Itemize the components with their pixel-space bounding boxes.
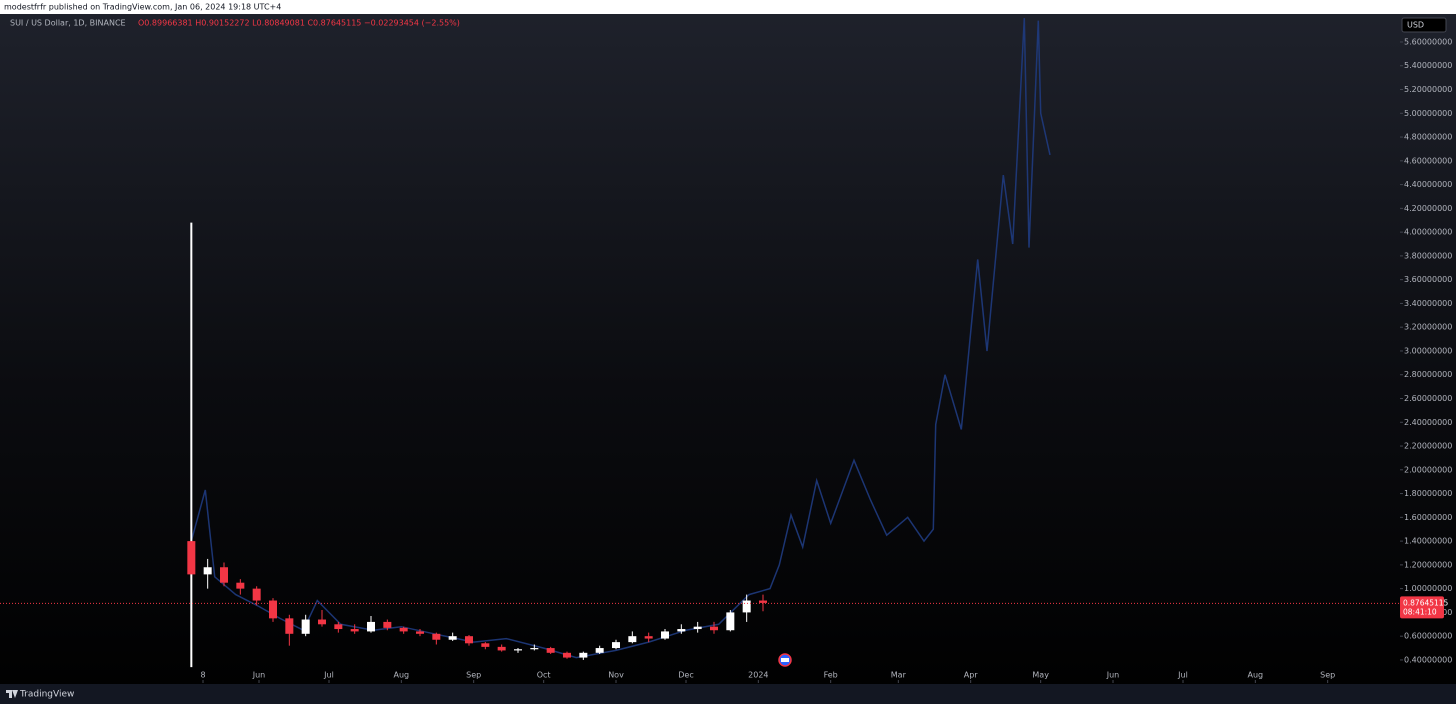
- candle-body: [367, 621, 375, 632]
- candle-body: [318, 619, 326, 625]
- currency: USD: [1407, 21, 1424, 30]
- x-tick-label: 8: [200, 671, 205, 680]
- candle-body: [579, 652, 588, 658]
- candle-body: [236, 582, 245, 589]
- y-tick-label: 2.80000000: [1404, 370, 1452, 379]
- x-tick-label: Feb: [824, 671, 838, 680]
- y-tick-label: 4.80000000: [1404, 133, 1452, 142]
- footer-bar: [0, 684, 1456, 704]
- candle-body: [187, 541, 196, 575]
- candle-body: [628, 636, 637, 643]
- candle-body: [432, 633, 441, 640]
- publisher-bar: [0, 0, 1456, 14]
- candle-body: [563, 652, 571, 658]
- x-tick-label: Apr: [964, 671, 979, 680]
- event-marker: [778, 653, 792, 667]
- y-tick-label: 0.40000000: [1404, 655, 1452, 664]
- y-tick-label: 5.00000000: [1404, 109, 1452, 118]
- candle-body: [301, 619, 310, 634]
- y-tick-label: 3.00000000: [1404, 346, 1452, 355]
- y-tick-label: 4.60000000: [1404, 156, 1452, 165]
- x-tick-label: Nov: [608, 671, 624, 680]
- candle-body: [759, 600, 767, 603]
- candle-body: [350, 629, 359, 632]
- x-tick-label: Jul: [323, 671, 334, 680]
- y-tick-label: 0.60000000: [1404, 632, 1452, 641]
- currency-box: [1401, 17, 1447, 33]
- candle-body: [334, 624, 343, 630]
- y-tick-label: 4.40000000: [1404, 180, 1452, 189]
- candle-body: [710, 626, 718, 631]
- candle-body: [203, 567, 212, 575]
- candle-body: [677, 629, 686, 632]
- y-tick-label: 1.80000000: [1404, 489, 1452, 498]
- brand: TradingView: [19, 690, 74, 700]
- chart-title: SUI / US Dollar, 1D, BINANCE: [10, 19, 126, 28]
- price-label: 0.87645115: [1403, 598, 1449, 607]
- y-tick-label: 5.40000000: [1404, 61, 1452, 70]
- candle-body: [220, 567, 228, 583]
- x-tick-label: Oct: [537, 671, 551, 680]
- y-tick-label: 3.20000000: [1404, 323, 1452, 332]
- candle-body: [595, 648, 604, 653]
- candle-body: [546, 648, 555, 653]
- x-tick-label: Dec: [678, 671, 693, 680]
- y-tick-label: 1.60000000: [1404, 513, 1452, 522]
- price-tag: [1400, 596, 1444, 619]
- brand-logo: [6, 690, 18, 698]
- candle-body: [269, 600, 277, 619]
- y-tick-label: 4.20000000: [1404, 204, 1452, 213]
- candle-body: [383, 621, 392, 628]
- x-tick-label: 2024: [748, 671, 768, 680]
- candle-body: [742, 600, 751, 613]
- projection-line: [190, 18, 1051, 659]
- candle-body: [530, 648, 539, 650]
- candle-body: [285, 618, 294, 634]
- x-tick-label: Aug: [1248, 671, 1264, 680]
- candle-body: [693, 626, 702, 630]
- candle-body: [726, 612, 735, 631]
- y-tick-label: 2.40000000: [1404, 418, 1452, 427]
- candle-body: [644, 636, 653, 639]
- candle-body: [612, 642, 620, 649]
- candle-body: [252, 588, 261, 601]
- y-tick-label: 3.60000000: [1404, 275, 1452, 284]
- y-tick-label: 4.00000000: [1404, 228, 1452, 237]
- candle-body: [481, 643, 490, 647]
- y-tick-label: 2.60000000: [1404, 394, 1452, 403]
- x-tick-label: Jun: [252, 671, 266, 680]
- y-tick-label: 5.20000000: [1404, 85, 1452, 94]
- countdown: 08:41:10: [1403, 607, 1437, 616]
- y-tick-label: 1.20000000: [1404, 560, 1452, 569]
- y-tick-label: 5.60000000: [1404, 37, 1452, 46]
- y-tick-label: 2.00000000: [1404, 465, 1452, 474]
- x-tick-label: Aug: [394, 671, 410, 680]
- candle-body: [661, 631, 669, 639]
- candle-body: [448, 636, 457, 640]
- ohlc-label: O0.89966381 H0.90152272 L0.80849081 C0.8…: [138, 19, 460, 28]
- x-tick-label: Sep: [466, 671, 481, 680]
- x-tick-label: Mar: [891, 671, 907, 680]
- x-tick-label: May: [1032, 671, 1049, 680]
- x-tick-label: Jul: [1177, 671, 1188, 680]
- candle-body: [465, 636, 473, 644]
- y-tick-label: 3.80000000: [1404, 251, 1452, 260]
- candle-body: [416, 631, 424, 634]
- y-tick-label: 1.00000000: [1404, 584, 1452, 593]
- x-tick-label: Sep: [1320, 671, 1335, 680]
- candle-body: [399, 627, 408, 632]
- x-tick-label: Jun: [1106, 671, 1120, 680]
- candle-body: [497, 646, 506, 651]
- y-tick-label: 2.20000000: [1404, 442, 1452, 451]
- y-tick-label: 3.40000000: [1404, 299, 1452, 308]
- y-tick-label: 1.40000000: [1404, 537, 1452, 546]
- publisher: modestfrfr published on TradingView.com,…: [4, 3, 281, 12]
- candle-body: [514, 649, 522, 651]
